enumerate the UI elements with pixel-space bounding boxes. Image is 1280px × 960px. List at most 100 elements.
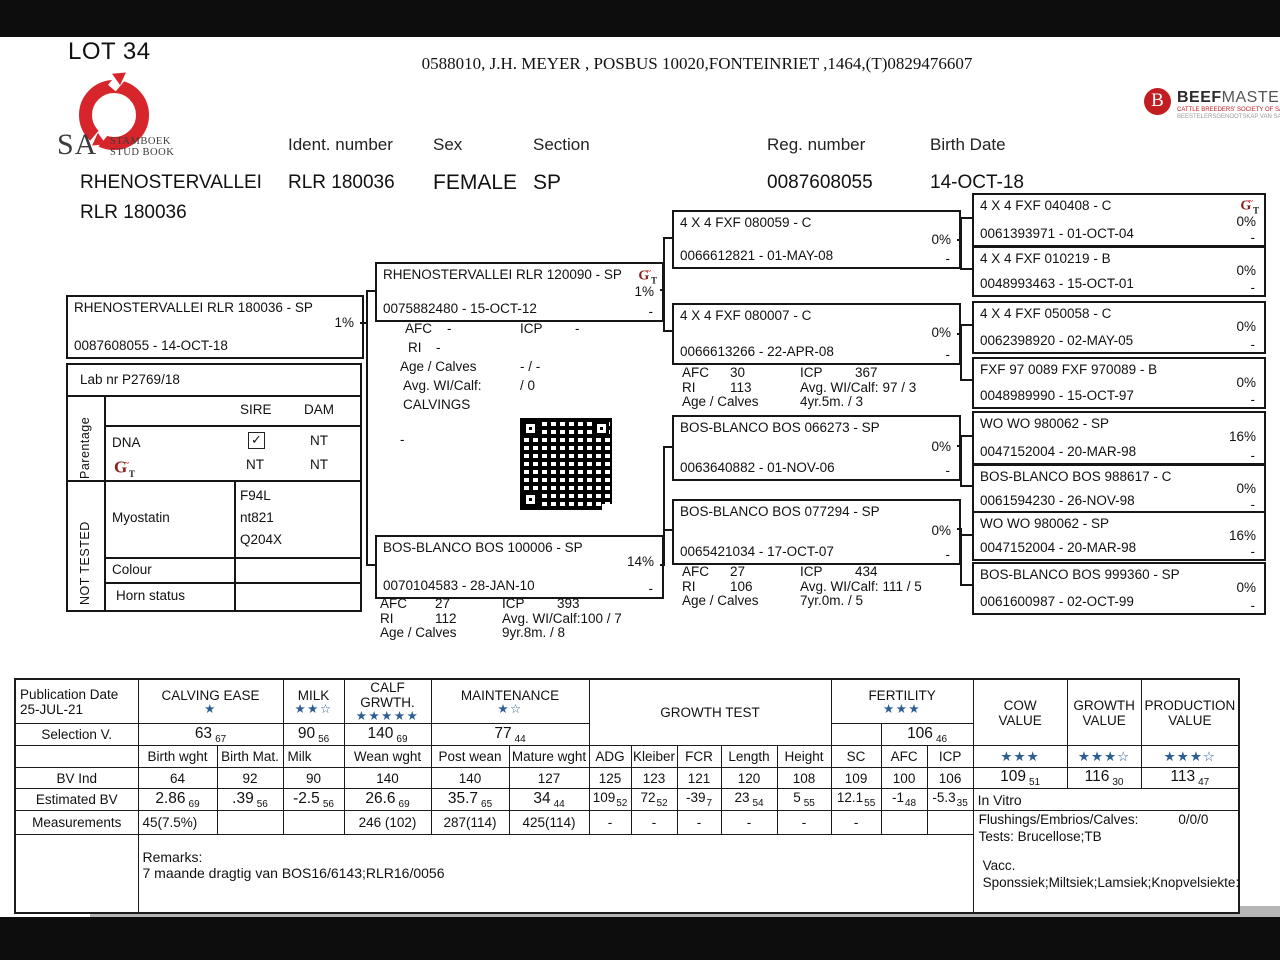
animal-prefix: RHENOSTERVALLEI <box>80 172 262 193</box>
growth-value-title1: GROWTH <box>1073 697 1135 713</box>
ebv-value: 2.86 <box>155 789 186 807</box>
age-calves-value: 4yr.5m. / 3 <box>800 394 864 409</box>
selection-calf-value: 140 <box>367 724 394 742</box>
selection-milk-acc: 56 <box>318 733 330 745</box>
ggp-reg-date: 0062398920 - 02-MAY-05 <box>980 333 1134 348</box>
ebv-mature-wght: 34 44 <box>508 788 590 811</box>
production-value-acc: 47 <box>1198 777 1210 788</box>
meas-milk <box>282 810 345 835</box>
calf-growth-stars-icon: ★★★★★ <box>355 709 420 723</box>
ggp-title: WO WO 980062 - SP <box>980 516 1110 531</box>
animal-ident-line2: RLR 180036 <box>80 202 187 223</box>
col-header-post-wean: Post wean <box>430 745 510 768</box>
afc-value: - <box>447 321 452 336</box>
ggp-dash: - <box>1250 230 1256 245</box>
pedigree-ggp6-box: BOS-BLANCO BOS 988617 - C 0% 0061594230 … <box>972 464 1266 514</box>
estimated-bv-label: Estimated BV <box>14 788 139 811</box>
calvings-dash: - <box>400 432 405 447</box>
calving-ease-stars-icon: ★ <box>204 701 217 716</box>
ri-label: RI <box>682 578 696 594</box>
pedigree-ggp2-box: 4 X 4 FXF 010219 - B 0% 0048993463 - 15-… <box>972 246 1266 297</box>
pedigree-gp2-box: 4 X 4 FXF 080007 - C 0% 0066613266 - 22-… <box>672 303 961 365</box>
sa-logo-subtext: STAMBOEK STUD BOOK <box>110 136 174 158</box>
ebv-acc: 56 <box>322 798 334 810</box>
meas-mature-wght: 425(114) <box>508 810 590 835</box>
ggp-pct: 0% <box>1236 319 1256 334</box>
dna-dam-value: NT <box>310 433 328 448</box>
ggp-pct: 16% <box>1228 528 1256 543</box>
birth-date-label: Birth Date <box>930 135 1006 154</box>
subject-inbreeding-pct: 1% <box>334 315 354 330</box>
bv-ind-length: 120 <box>720 767 778 789</box>
dam-title: BOS-BLANCO BOS 100006 - SP <box>383 540 583 555</box>
vacc-label: Vacc. <box>982 858 1016 873</box>
ident-number-label: Ident. number <box>288 135 393 154</box>
ggp-dash: - <box>1250 497 1256 512</box>
ebv-value: -1 <box>891 790 904 805</box>
afc-value: 27 <box>435 596 451 611</box>
avg-wi-calf-value: 100 / 7 <box>580 610 622 626</box>
ebv-sc: 12.155 <box>830 788 882 811</box>
icp-value: - <box>575 321 580 336</box>
icp-value: 393 <box>557 596 580 611</box>
ebv-acc: 55 <box>803 798 815 809</box>
gt-dam-value: NT <box>310 457 328 472</box>
ebv-value: -5.3 <box>932 790 956 805</box>
ggp-pct: 0% <box>1236 375 1256 390</box>
reg-number-label: Reg. number <box>767 135 866 154</box>
col-header-wean-wght: Wean wght <box>343 745 432 768</box>
ggp-title: FXF 97 0089 FXF 970089 - B <box>980 362 1158 377</box>
calvings-label: CALVINGS <box>403 397 471 412</box>
selection-maint-acc: 44 <box>514 733 526 745</box>
gp-reg-date: 0063640882 - 01-NOV-06 <box>680 460 835 475</box>
ebv-acc: 54 <box>752 798 764 809</box>
gt-genotype-icon: G~T <box>638 266 657 286</box>
ggp-pct: 0% <box>1236 263 1256 278</box>
colour-label: Colour <box>112 562 152 577</box>
sa-logo-line2: STUD BOOK <box>110 147 175 158</box>
calf-growth-header: CALF GRWTH. ★★★★★ <box>343 678 432 724</box>
ebv-value: 26.6 <box>365 789 396 807</box>
ggp-pct: 0% <box>1236 214 1256 229</box>
ebv-acc: 55 <box>864 798 876 809</box>
fertility-header: FERTILITY ★★★ <box>830 678 974 724</box>
meas-fcr: - <box>676 810 722 835</box>
myostatin-value-1: F94L <box>240 488 271 503</box>
bv-ind-milk: 90 <box>282 767 345 789</box>
age-calves-label: Age / Calves <box>400 359 477 374</box>
dam-stats: AFC 27 ICP 393 RI 112 Avg. WI/Calf: 100 / 7 Ag… <box>380 596 622 641</box>
ebv-value: .39 <box>232 789 254 807</box>
dna-row-label: DNA <box>112 435 141 450</box>
maintenance-stars-icon: ★☆ <box>497 701 523 716</box>
dam-column-header: DAM <box>304 402 334 417</box>
ebv-acc: 35 <box>956 798 968 809</box>
ebv-height: 5 55 <box>776 788 832 811</box>
ebv-value: 34 <box>533 789 551 807</box>
icp-label: ICP <box>800 365 823 380</box>
dna-sire-checked-icon <box>248 432 265 449</box>
in-vitro-cell: In Vitro <box>972 788 1240 811</box>
ebv-length: 23 54 <box>720 788 778 811</box>
col-header-icp: ICP <box>926 745 974 768</box>
ggp-dash: - <box>1250 598 1256 613</box>
production-value-header: PRODUCTION VALUE <box>1140 678 1240 746</box>
ggp-dash: - <box>1250 392 1256 407</box>
calving-ease-header: CALVING EASE ★ <box>137 678 284 724</box>
sex-value: FEMALE <box>433 171 518 194</box>
gt-genotype-icon: G~T <box>1240 196 1259 216</box>
gt-sire-value: NT <box>246 457 264 472</box>
section-value: SP <box>533 171 562 194</box>
afc-label: AFC <box>682 564 709 579</box>
ebv-birth-wght: 2.86 69 <box>137 788 218 811</box>
growth-value-header: GROWTH VALUE <box>1066 678 1142 746</box>
row-header-blank <box>14 745 139 768</box>
ebv-birth-mat: .39 56 <box>216 788 284 811</box>
col-header-fcr: FCR <box>676 745 722 768</box>
selection-calving: 63 67 <box>137 723 284 746</box>
beefmaster-logo: B BEEFMASTER CATTLE BREEDERS' SOCIETY OF… <box>1144 86 1280 126</box>
production-value-title1: PRODUCTION <box>1144 697 1236 713</box>
not-tested-section-label: NOT TESTED <box>78 521 92 605</box>
ggp-reg-date: 0047152004 - 20-MAR-98 <box>980 444 1137 459</box>
selection-fertility: 106 46 <box>880 723 974 746</box>
beefmaster-tagline1: CATTLE BREEDERS' SOCIETY OF SA <box>1177 107 1280 113</box>
